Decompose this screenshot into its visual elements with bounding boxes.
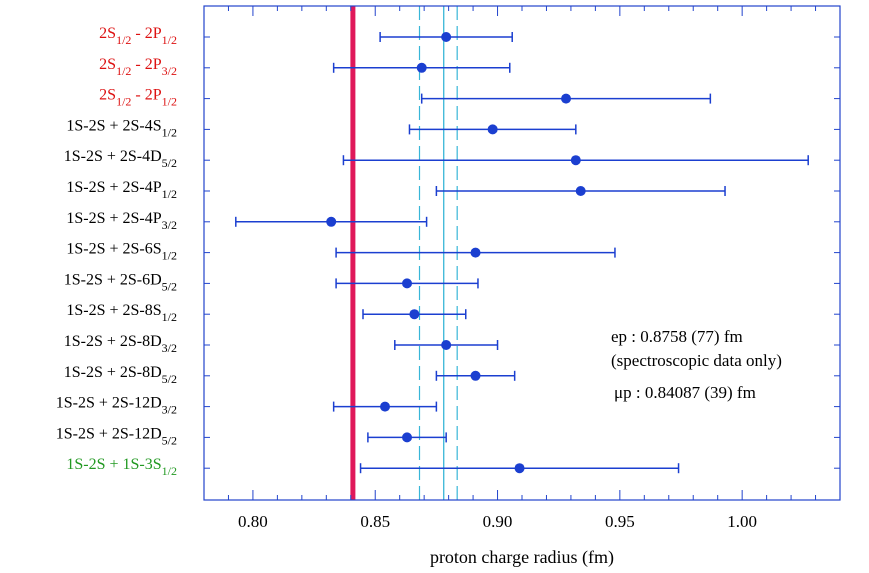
y-label: 1S-2S + 2S-12D5/2 xyxy=(56,425,177,447)
data-point xyxy=(380,401,391,412)
x-tick-label: 0.80 xyxy=(238,512,268,531)
data-point xyxy=(326,216,337,227)
y-label: 1S-2S + 2S-8D3/2 xyxy=(64,333,177,355)
data-point xyxy=(570,155,581,166)
data-point xyxy=(409,309,420,320)
y-label: 2S1/2 - 2P1/2 xyxy=(99,87,177,109)
x-tick-label: 0.90 xyxy=(483,512,513,531)
y-label: 1S-2S + 2S-8S1/2 xyxy=(66,302,177,324)
y-label: 1S-2S + 2S-8D5/2 xyxy=(64,364,177,386)
y-label: 1S-2S + 2S-4P3/2 xyxy=(66,210,177,232)
y-label: 1S-2S + 1S-3S1/2 xyxy=(66,456,177,478)
y-label: 2S1/2 - 2P3/2 xyxy=(99,56,177,78)
x-axis-title: proton charge radius (fm) xyxy=(430,547,614,568)
data-point xyxy=(416,62,427,73)
y-label: 1S-2S + 2S-4P1/2 xyxy=(66,179,177,201)
y-label: 2S1/2 - 2P1/2 xyxy=(99,25,177,47)
x-tick-label: 0.95 xyxy=(605,512,635,531)
data-point xyxy=(441,32,452,42)
data-point xyxy=(514,463,525,474)
y-label: 1S-2S + 2S-4S1/2 xyxy=(66,117,177,139)
data-point xyxy=(561,93,572,104)
ep-note-annotation: (spectroscopic data only) xyxy=(611,351,782,370)
data-point xyxy=(441,340,452,350)
data-point xyxy=(575,186,586,196)
x-tick-label: 1.00 xyxy=(727,512,757,531)
x-ticks-layer: 0.80 0.85 0.90 0.95 1.00 xyxy=(203,6,841,531)
data-point xyxy=(470,370,481,381)
y-label: 1S-2S + 2S-4D5/2 xyxy=(64,148,177,170)
y-label: 1S-2S + 2S-6S1/2 xyxy=(66,241,177,263)
y-label: 1S-2S + 2S-6D5/2 xyxy=(64,271,177,293)
data-point xyxy=(487,124,498,135)
data-point xyxy=(470,247,481,258)
data-points-layer xyxy=(235,32,809,474)
x-tick-label: 0.85 xyxy=(360,512,390,531)
data-point xyxy=(402,432,413,443)
mup-value-annotation: μp : 0.84087 (39) fm xyxy=(614,383,756,402)
data-point xyxy=(402,278,413,289)
ep-value-annotation: ep : 0.8758 (77) fm xyxy=(611,327,743,346)
y-labels-layer: 2S1/2 - 2P1/2 2S1/2 - 2P3/2 2S1/2 - 2P1/2 1… xyxy=(56,25,177,478)
y-label: 1S-2S + 2S-12D3/2 xyxy=(56,395,177,417)
